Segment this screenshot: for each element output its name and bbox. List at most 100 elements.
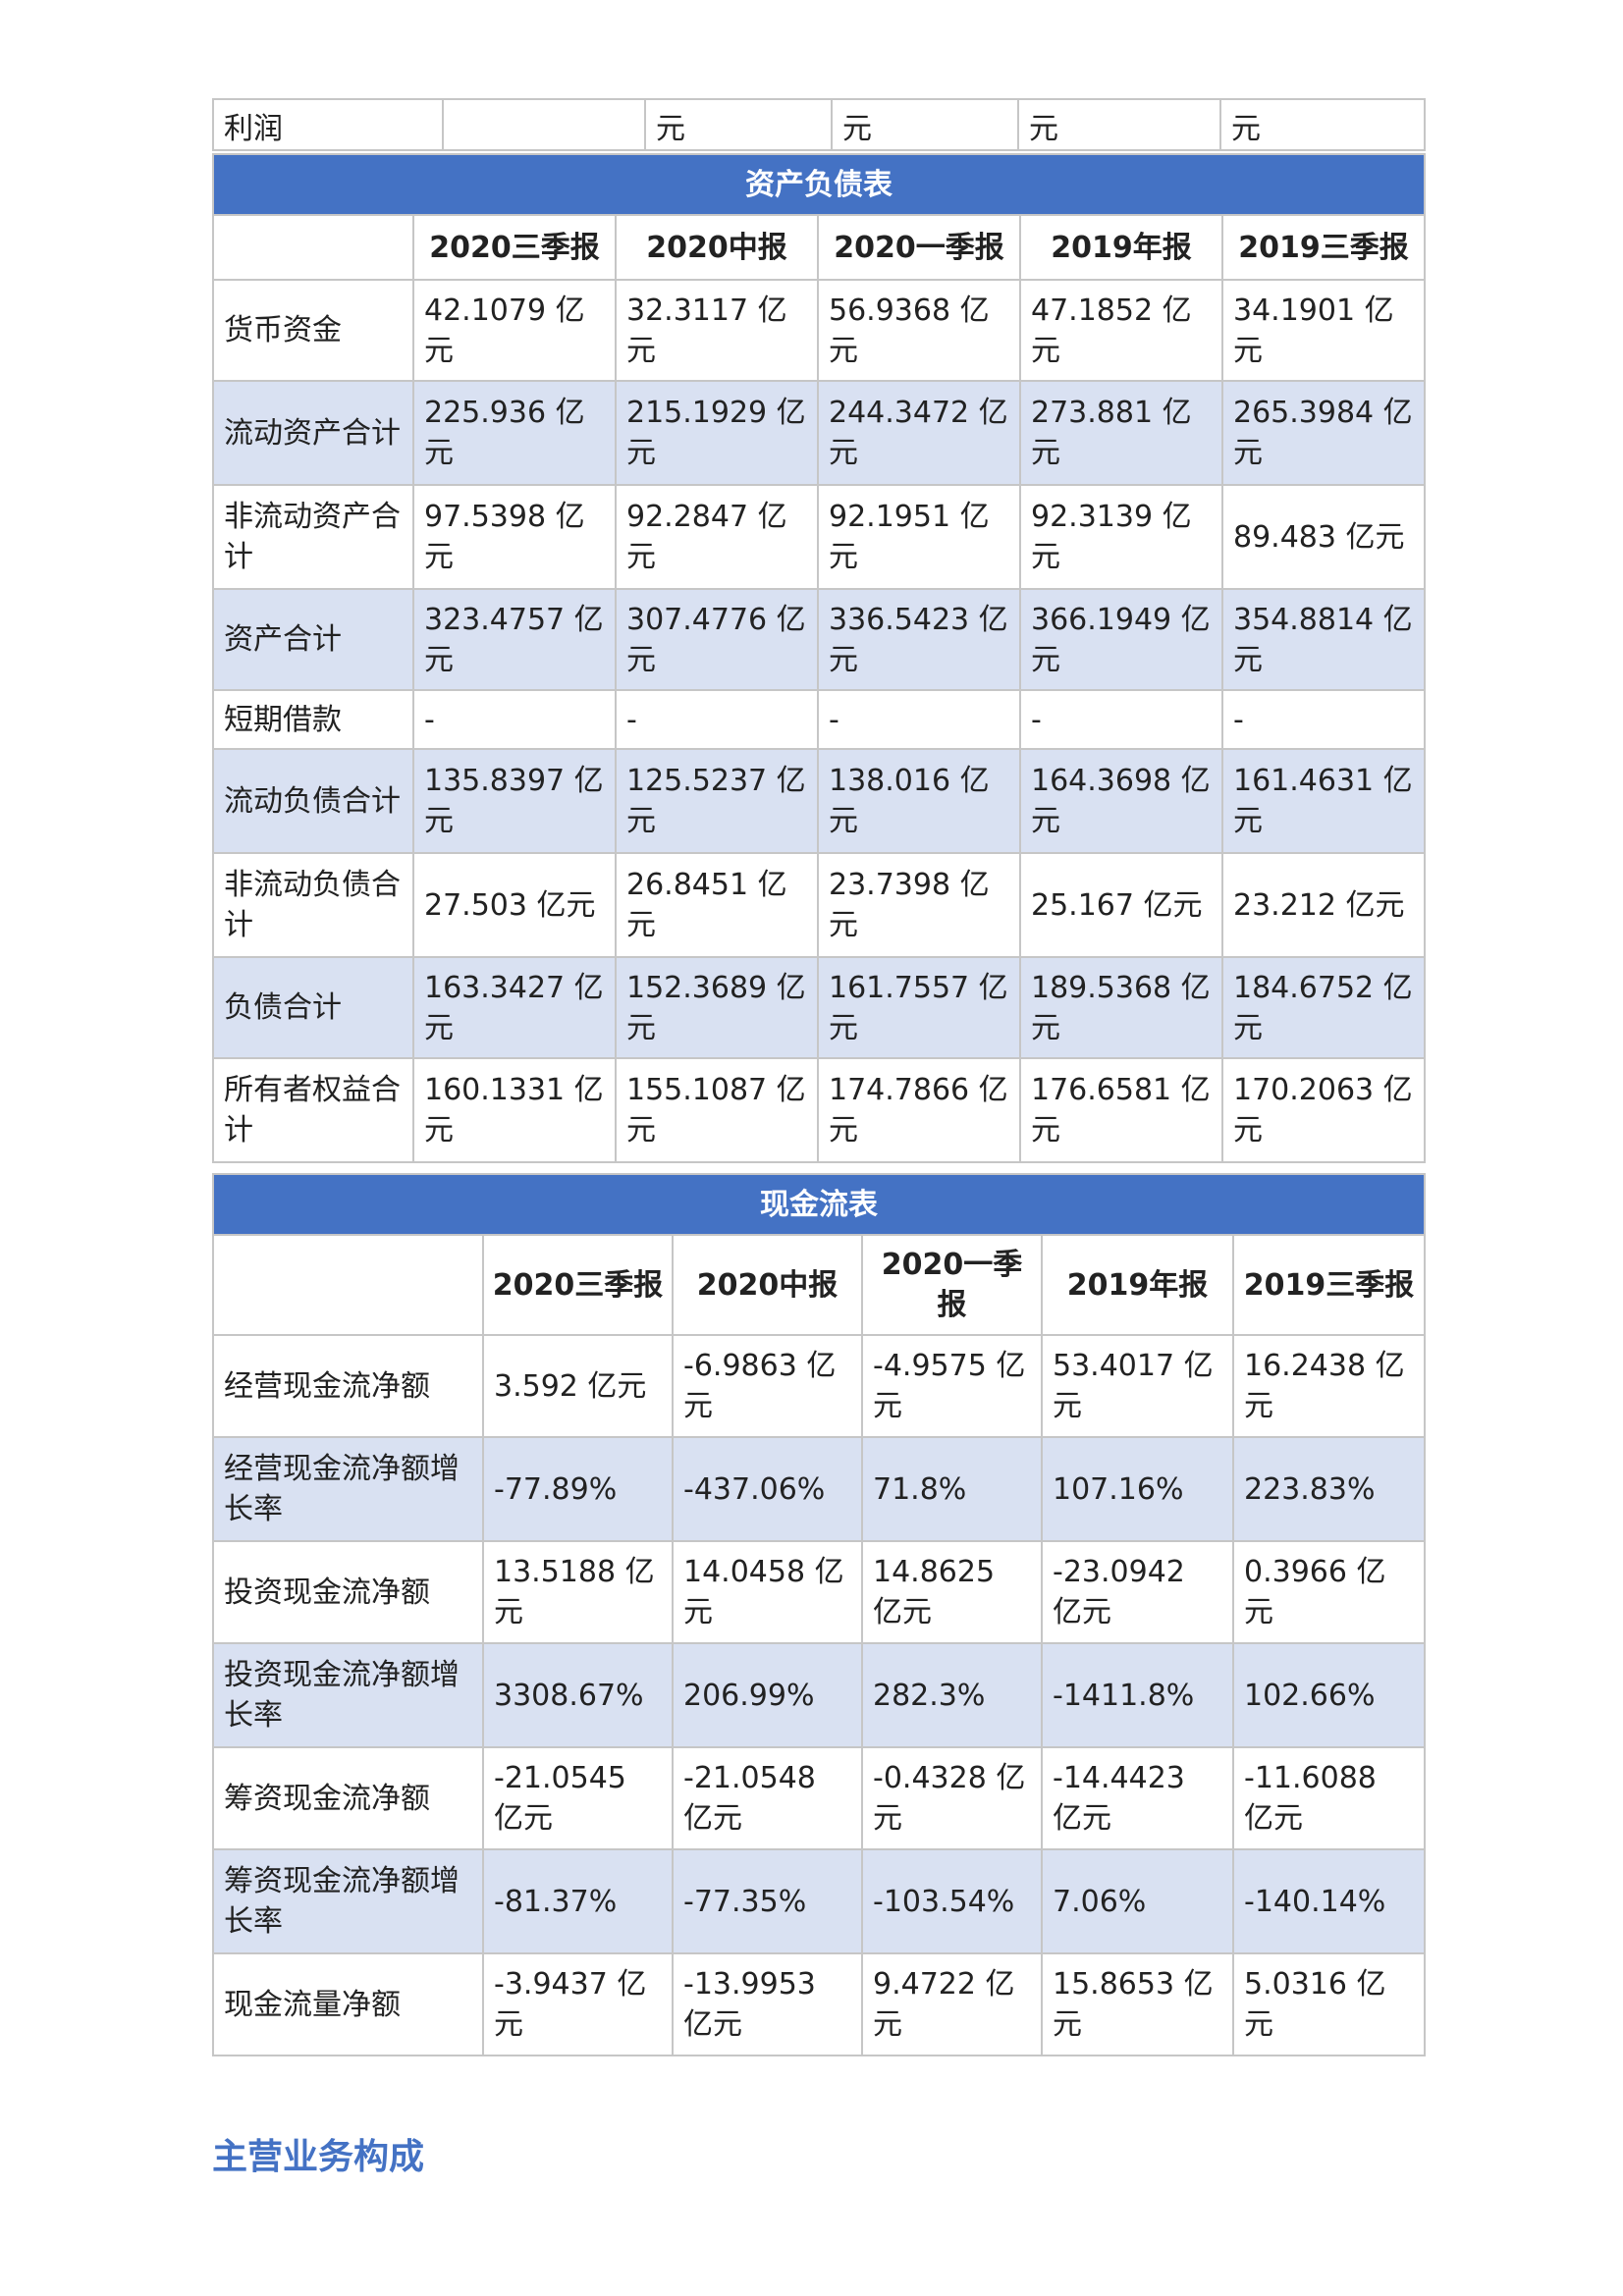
row-label: 利润 [212, 98, 444, 151]
cell: 92.1951 亿元 [817, 484, 1021, 590]
cell: 32.3117 亿元 [615, 279, 819, 382]
cell: 336.5423 亿元 [817, 588, 1021, 691]
cell: 3.592 亿元 [482, 1334, 674, 1438]
cell: 14.0458 亿元 [672, 1540, 863, 1644]
header-row: 2020三季报 2020中报 2020一季报 2019年报 2019三季报 [212, 214, 1427, 281]
cell: -21.0545 亿元 [482, 1746, 674, 1850]
balance-sheet-table: 资产负债表 2020三季报 2020中报 2020一季报 2019年报 2019… [211, 153, 1427, 1163]
cell: 155.1087 亿元 [615, 1057, 819, 1163]
cell: 元 [1017, 98, 1221, 151]
cell: 92.2847 亿元 [615, 484, 819, 590]
cash-flow-title: 现金流表 [211, 1173, 1427, 1236]
table-row: 经营现金流净额 3.592 亿元 -6.9863 亿元 -4.9575 亿元 5… [212, 1334, 1427, 1438]
cell: - [412, 689, 617, 750]
table-row: 非流动负债合计 27.503 亿元 26.8451 亿元 23.7398 亿元 … [212, 852, 1427, 958]
section-heading-main-business: 主营业务构成 [212, 2137, 425, 2177]
column-header: 2020一季报 [861, 1234, 1043, 1336]
table-row: 投资现金流净额增长率 3308.67% 206.99% 282.3% -1411… [212, 1642, 1427, 1748]
row-label: 经营现金流净额增长率 [212, 1436, 484, 1542]
table-row: 所有者权益合计 160.1331 亿元 155.1087 亿元 174.7866… [212, 1057, 1427, 1163]
balance-sheet-title: 资产负债表 [211, 153, 1427, 216]
column-header: 2020中报 [672, 1234, 863, 1336]
cell: 176.6581 亿元 [1019, 1057, 1223, 1163]
cell: - [817, 689, 1021, 750]
row-label: 现金流量净额 [212, 1952, 484, 2056]
cell: -3.9437 亿元 [482, 1952, 674, 2056]
cell: 16.2438 亿元 [1231, 1334, 1427, 1438]
table-row: 现金流量净额 -3.9437 亿元 -13.9953 亿元 9.4722 亿元 … [212, 1952, 1427, 2056]
cell: 元 [1219, 98, 1426, 151]
cell: 265.3984 亿元 [1220, 380, 1427, 486]
cell: - [1019, 689, 1223, 750]
cell: 23.212 亿元 [1220, 852, 1427, 958]
cell: 184.6752 亿元 [1220, 956, 1427, 1059]
cell: 307.4776 亿元 [615, 588, 819, 691]
cell: -140.14% [1231, 1848, 1427, 1954]
row-label: 经营现金流净额 [212, 1334, 484, 1438]
table-row: 非流动资产合计 97.5398 亿元 92.2847 亿元 92.1951 亿元… [212, 484, 1427, 590]
empty-header-cell [212, 1234, 484, 1336]
row-label: 负债合计 [212, 956, 414, 1059]
cell: 26.8451 亿元 [615, 852, 819, 958]
cell: 354.8814 亿元 [1220, 588, 1427, 691]
cell: 107.16% [1041, 1436, 1234, 1542]
cash-flow-table: 现金流表 2020三季报 2020中报 2020一季报 2019年报 2019三… [211, 1173, 1427, 2056]
cell: 9.4722 亿元 [861, 1952, 1043, 2056]
table-row: 筹资现金流净额 -21.0545 亿元 -21.0548 亿元 -0.4328 … [212, 1746, 1427, 1850]
table-row: 利润 元 元 元 元 [212, 98, 1426, 151]
cell: 元 [831, 98, 1019, 151]
row-label: 筹资现金流净额增长率 [212, 1848, 484, 1954]
cell: 152.3689 亿元 [615, 956, 819, 1059]
table-row: 流动资产合计 225.936 亿元 215.1929 亿元 244.3472 亿… [212, 380, 1427, 486]
cell: -21.0548 亿元 [672, 1746, 863, 1850]
cell: -81.37% [482, 1848, 674, 1954]
row-label: 非流动资产合计 [212, 484, 414, 590]
cell: 164.3698 亿元 [1019, 748, 1223, 854]
cell: -11.6088 亿元 [1231, 1746, 1427, 1850]
cell: 23.7398 亿元 [817, 852, 1021, 958]
cell: 102.66% [1231, 1642, 1427, 1748]
cell: -1411.8% [1041, 1642, 1234, 1748]
cell: 元 [644, 98, 833, 151]
table-row: 流动负债合计 135.8397 亿元 125.5237 亿元 138.016 亿… [212, 748, 1427, 854]
cell: 56.9368 亿元 [817, 279, 1021, 382]
cell: 13.5188 亿元 [482, 1540, 674, 1644]
row-label: 货币资金 [212, 279, 414, 382]
cell: -13.9953 亿元 [672, 1952, 863, 2056]
cell: 138.016 亿元 [817, 748, 1021, 854]
cell: 223.83% [1231, 1436, 1427, 1542]
cell: 161.4631 亿元 [1220, 748, 1427, 854]
table-row: 货币资金 42.1079 亿元 32.3117 亿元 56.9368 亿元 47… [212, 279, 1427, 382]
row-label: 流动资产合计 [212, 380, 414, 486]
column-header: 2020一季报 [817, 214, 1021, 281]
column-header: 2019三季报 [1231, 1234, 1427, 1336]
table-row: 投资现金流净额 13.5188 亿元 14.0458 亿元 14.8625 亿元… [212, 1540, 1427, 1644]
cell: 163.3427 亿元 [412, 956, 617, 1059]
column-header: 2019年报 [1041, 1234, 1234, 1336]
row-label: 筹资现金流净额 [212, 1746, 484, 1850]
row-label: 投资现金流净额 [212, 1540, 484, 1644]
row-label: 非流动负债合计 [212, 852, 414, 958]
column-header: 2020中报 [615, 214, 819, 281]
cell: 15.8653 亿元 [1041, 1952, 1234, 2056]
cell: 0.3966 亿元 [1231, 1540, 1427, 1644]
cell: 3308.67% [482, 1642, 674, 1748]
cell: -14.4423 亿元 [1041, 1746, 1234, 1850]
cell: 47.1852 亿元 [1019, 279, 1223, 382]
column-header: 2019年报 [1019, 214, 1223, 281]
cell: 189.5368 亿元 [1019, 956, 1223, 1059]
cell [442, 98, 646, 151]
cell: 174.7866 亿元 [817, 1057, 1021, 1163]
cell: 7.06% [1041, 1848, 1234, 1954]
cell: 89.483 亿元 [1220, 484, 1427, 590]
cell: -103.54% [861, 1848, 1043, 1954]
cell: 71.8% [861, 1436, 1043, 1542]
cell: 97.5398 亿元 [412, 484, 617, 590]
cell: -6.9863 亿元 [672, 1334, 863, 1438]
cell: -77.89% [482, 1436, 674, 1542]
row-label: 所有者权益合计 [212, 1057, 414, 1163]
cell: 282.3% [861, 1642, 1043, 1748]
cell: 42.1079 亿元 [412, 279, 617, 382]
cell: -77.35% [672, 1848, 863, 1954]
cell: 273.881 亿元 [1019, 380, 1223, 486]
